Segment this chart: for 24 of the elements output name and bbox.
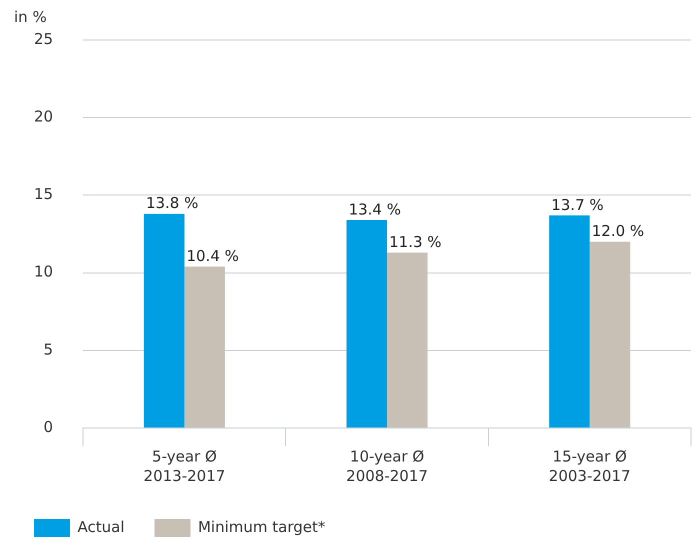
x-tick-label: 5-year Ø 2013-2017 bbox=[144, 448, 226, 486]
x-tick-label: 15-year Ø 2003-2017 bbox=[548, 448, 631, 486]
data-label: 11.3 % bbox=[389, 233, 442, 252]
y-tick-label: 0 bbox=[44, 418, 54, 436]
bar bbox=[590, 242, 630, 428]
y-axis-title: in % bbox=[14, 8, 47, 26]
y-tick-label: 25 bbox=[34, 30, 54, 48]
data-label: 10.4 % bbox=[186, 246, 239, 265]
data-label: 13.4 % bbox=[348, 200, 401, 218]
y-tick-label: 10 bbox=[34, 262, 54, 281]
y-tick-label: 20 bbox=[34, 107, 54, 126]
bar bbox=[387, 252, 428, 428]
data-label: 12.0 % bbox=[592, 222, 644, 240]
legend-label: Minimum target* bbox=[198, 518, 326, 536]
bar bbox=[184, 266, 225, 428]
data-label: 13.7 % bbox=[551, 196, 604, 214]
x-tick-label: 10-year Ø 2008-2017 bbox=[346, 448, 428, 486]
data-label: 13.8 % bbox=[146, 194, 198, 212]
y-tick-label: 5 bbox=[44, 340, 54, 358]
bar bbox=[144, 214, 184, 428]
bar bbox=[346, 220, 388, 428]
legend-label: Actual bbox=[78, 518, 124, 536]
y-tick-label: 15 bbox=[34, 185, 54, 204]
bar bbox=[549, 215, 590, 428]
